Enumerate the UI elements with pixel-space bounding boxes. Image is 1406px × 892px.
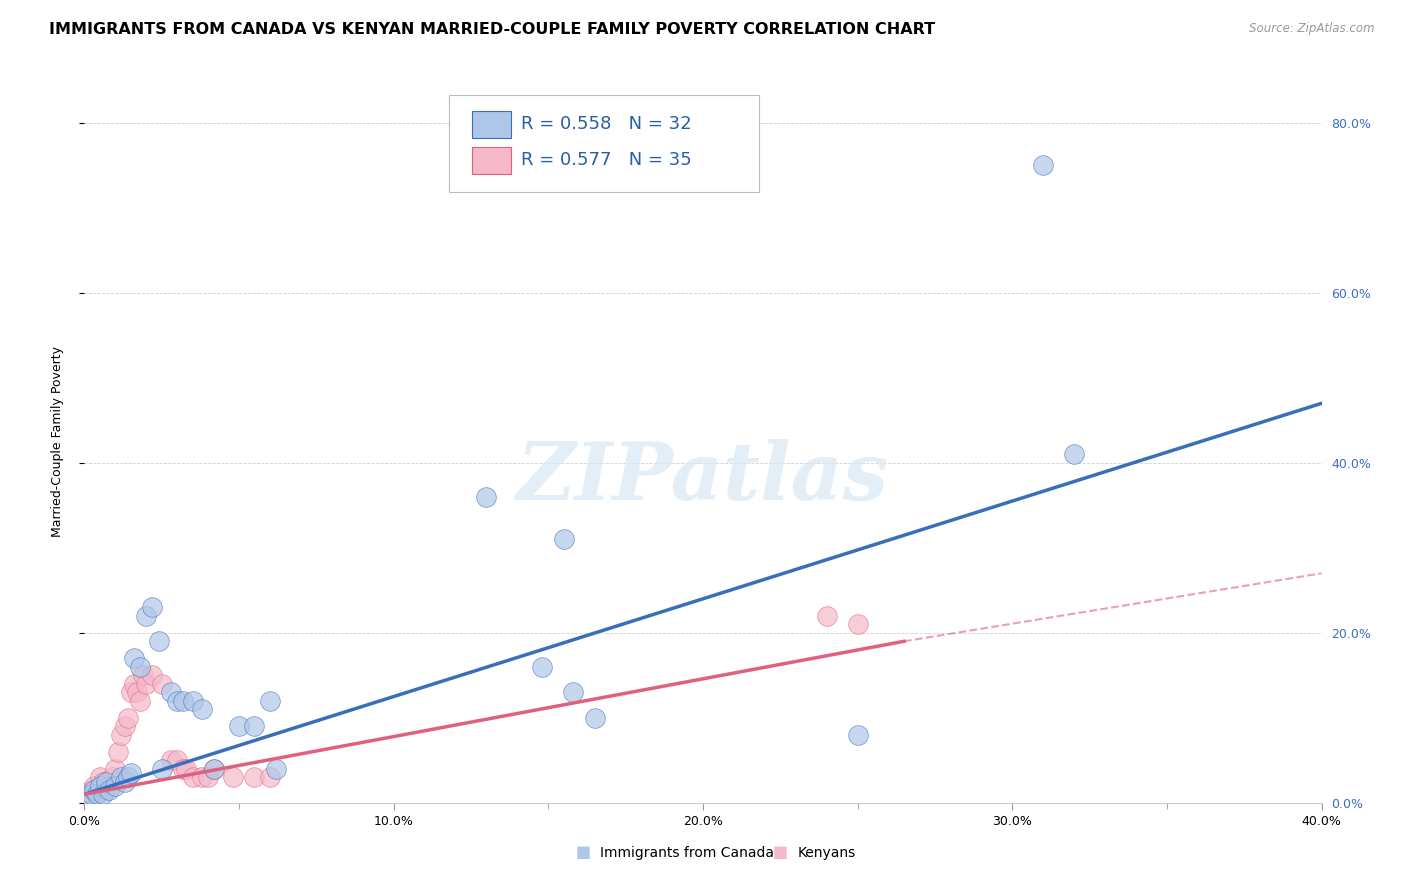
Point <box>259 770 281 784</box>
Point <box>475 490 498 504</box>
Point <box>114 719 136 733</box>
Point <box>122 651 145 665</box>
Point <box>98 783 121 797</box>
Point <box>553 533 575 547</box>
Y-axis label: Married-Couple Family Poverty: Married-Couple Family Poverty <box>51 346 63 537</box>
Point <box>160 685 183 699</box>
Point <box>83 779 105 793</box>
Point <box>176 762 198 776</box>
Point <box>166 694 188 708</box>
Bar <box>471 111 512 138</box>
Text: Kenyans: Kenyans <box>797 846 855 860</box>
Text: IMMIGRANTS FROM CANADA VS KENYAN MARRIED-COUPLE FAMILY POVERTY CORRELATION CHART: IMMIGRANTS FROM CANADA VS KENYAN MARRIED… <box>49 22 935 37</box>
Point <box>583 711 606 725</box>
Point <box>89 770 111 784</box>
Point <box>76 791 98 805</box>
Point <box>86 787 108 801</box>
Point <box>166 753 188 767</box>
Point <box>531 660 554 674</box>
Point <box>94 783 117 797</box>
Point <box>141 668 163 682</box>
Point <box>243 770 266 784</box>
Point <box>79 783 101 797</box>
Point <box>76 787 98 801</box>
Point <box>264 762 287 776</box>
Point <box>243 719 266 733</box>
FancyBboxPatch shape <box>450 95 759 193</box>
Text: ▪: ▪ <box>772 840 789 863</box>
Point <box>197 770 219 784</box>
Point <box>122 677 145 691</box>
Point <box>191 702 214 716</box>
Point <box>815 608 838 623</box>
Text: R = 0.558   N = 32: R = 0.558 N = 32 <box>522 115 692 133</box>
Point <box>125 685 148 699</box>
Point <box>91 774 114 789</box>
Point <box>132 668 155 682</box>
Point <box>150 677 173 691</box>
Point <box>117 711 139 725</box>
Point <box>228 719 250 733</box>
Point <box>107 745 129 759</box>
Point <box>91 787 114 801</box>
Text: ▪: ▪ <box>575 840 592 863</box>
Point <box>141 600 163 615</box>
Point <box>259 694 281 708</box>
Point <box>89 779 111 793</box>
Point <box>202 762 225 776</box>
Point <box>148 634 170 648</box>
Point <box>79 787 101 801</box>
Point <box>181 770 204 784</box>
Point <box>181 694 204 708</box>
Point <box>160 753 183 767</box>
Bar <box>471 147 512 174</box>
Point <box>94 774 117 789</box>
Text: Immigrants from Canada: Immigrants from Canada <box>600 846 775 860</box>
Text: R = 0.577   N = 35: R = 0.577 N = 35 <box>522 152 692 169</box>
Point <box>104 762 127 776</box>
Point <box>191 770 214 784</box>
Point <box>110 728 132 742</box>
Point <box>114 774 136 789</box>
Point <box>222 770 245 784</box>
Point <box>110 770 132 784</box>
Point <box>846 728 869 742</box>
Point <box>135 608 157 623</box>
Text: ZIPatlas: ZIPatlas <box>517 439 889 516</box>
Point <box>120 685 142 699</box>
Point <box>120 766 142 780</box>
Point <box>101 770 124 784</box>
Point <box>129 660 152 674</box>
Point <box>98 779 121 793</box>
Point <box>104 779 127 793</box>
Point <box>129 694 152 708</box>
Point <box>1063 447 1085 461</box>
Point <box>562 685 585 699</box>
Text: Source: ZipAtlas.com: Source: ZipAtlas.com <box>1250 22 1375 36</box>
Point <box>117 770 139 784</box>
Point <box>135 677 157 691</box>
Point <box>846 617 869 632</box>
Point <box>172 762 194 776</box>
Point <box>202 762 225 776</box>
Point <box>172 694 194 708</box>
Point <box>86 787 108 801</box>
Point <box>150 762 173 776</box>
Point <box>83 783 105 797</box>
Point <box>1032 158 1054 172</box>
